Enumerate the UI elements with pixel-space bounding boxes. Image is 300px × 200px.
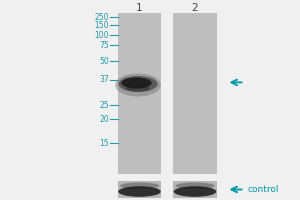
Bar [173, 181, 217, 198]
Ellipse shape [118, 76, 158, 92]
Text: 15: 15 [99, 138, 109, 148]
Text: 25: 25 [99, 100, 109, 110]
Ellipse shape [126, 86, 150, 92]
Text: 2: 2 [192, 3, 198, 13]
Ellipse shape [118, 186, 161, 197]
Ellipse shape [121, 77, 152, 88]
Text: 37: 37 [99, 75, 109, 84]
Text: 75: 75 [99, 40, 109, 49]
Text: 1: 1 [136, 3, 143, 13]
Text: 150: 150 [94, 21, 109, 29]
Text: 20: 20 [99, 114, 109, 123]
Text: 250: 250 [94, 12, 109, 21]
Ellipse shape [174, 186, 216, 197]
Ellipse shape [176, 183, 214, 189]
Text: 50: 50 [99, 56, 109, 66]
Ellipse shape [120, 183, 159, 189]
Bar [118, 181, 161, 198]
Text: control: control [248, 185, 279, 194]
Bar [173, 13, 217, 174]
Text: 100: 100 [94, 30, 109, 40]
Ellipse shape [115, 74, 161, 97]
Bar [118, 13, 161, 174]
